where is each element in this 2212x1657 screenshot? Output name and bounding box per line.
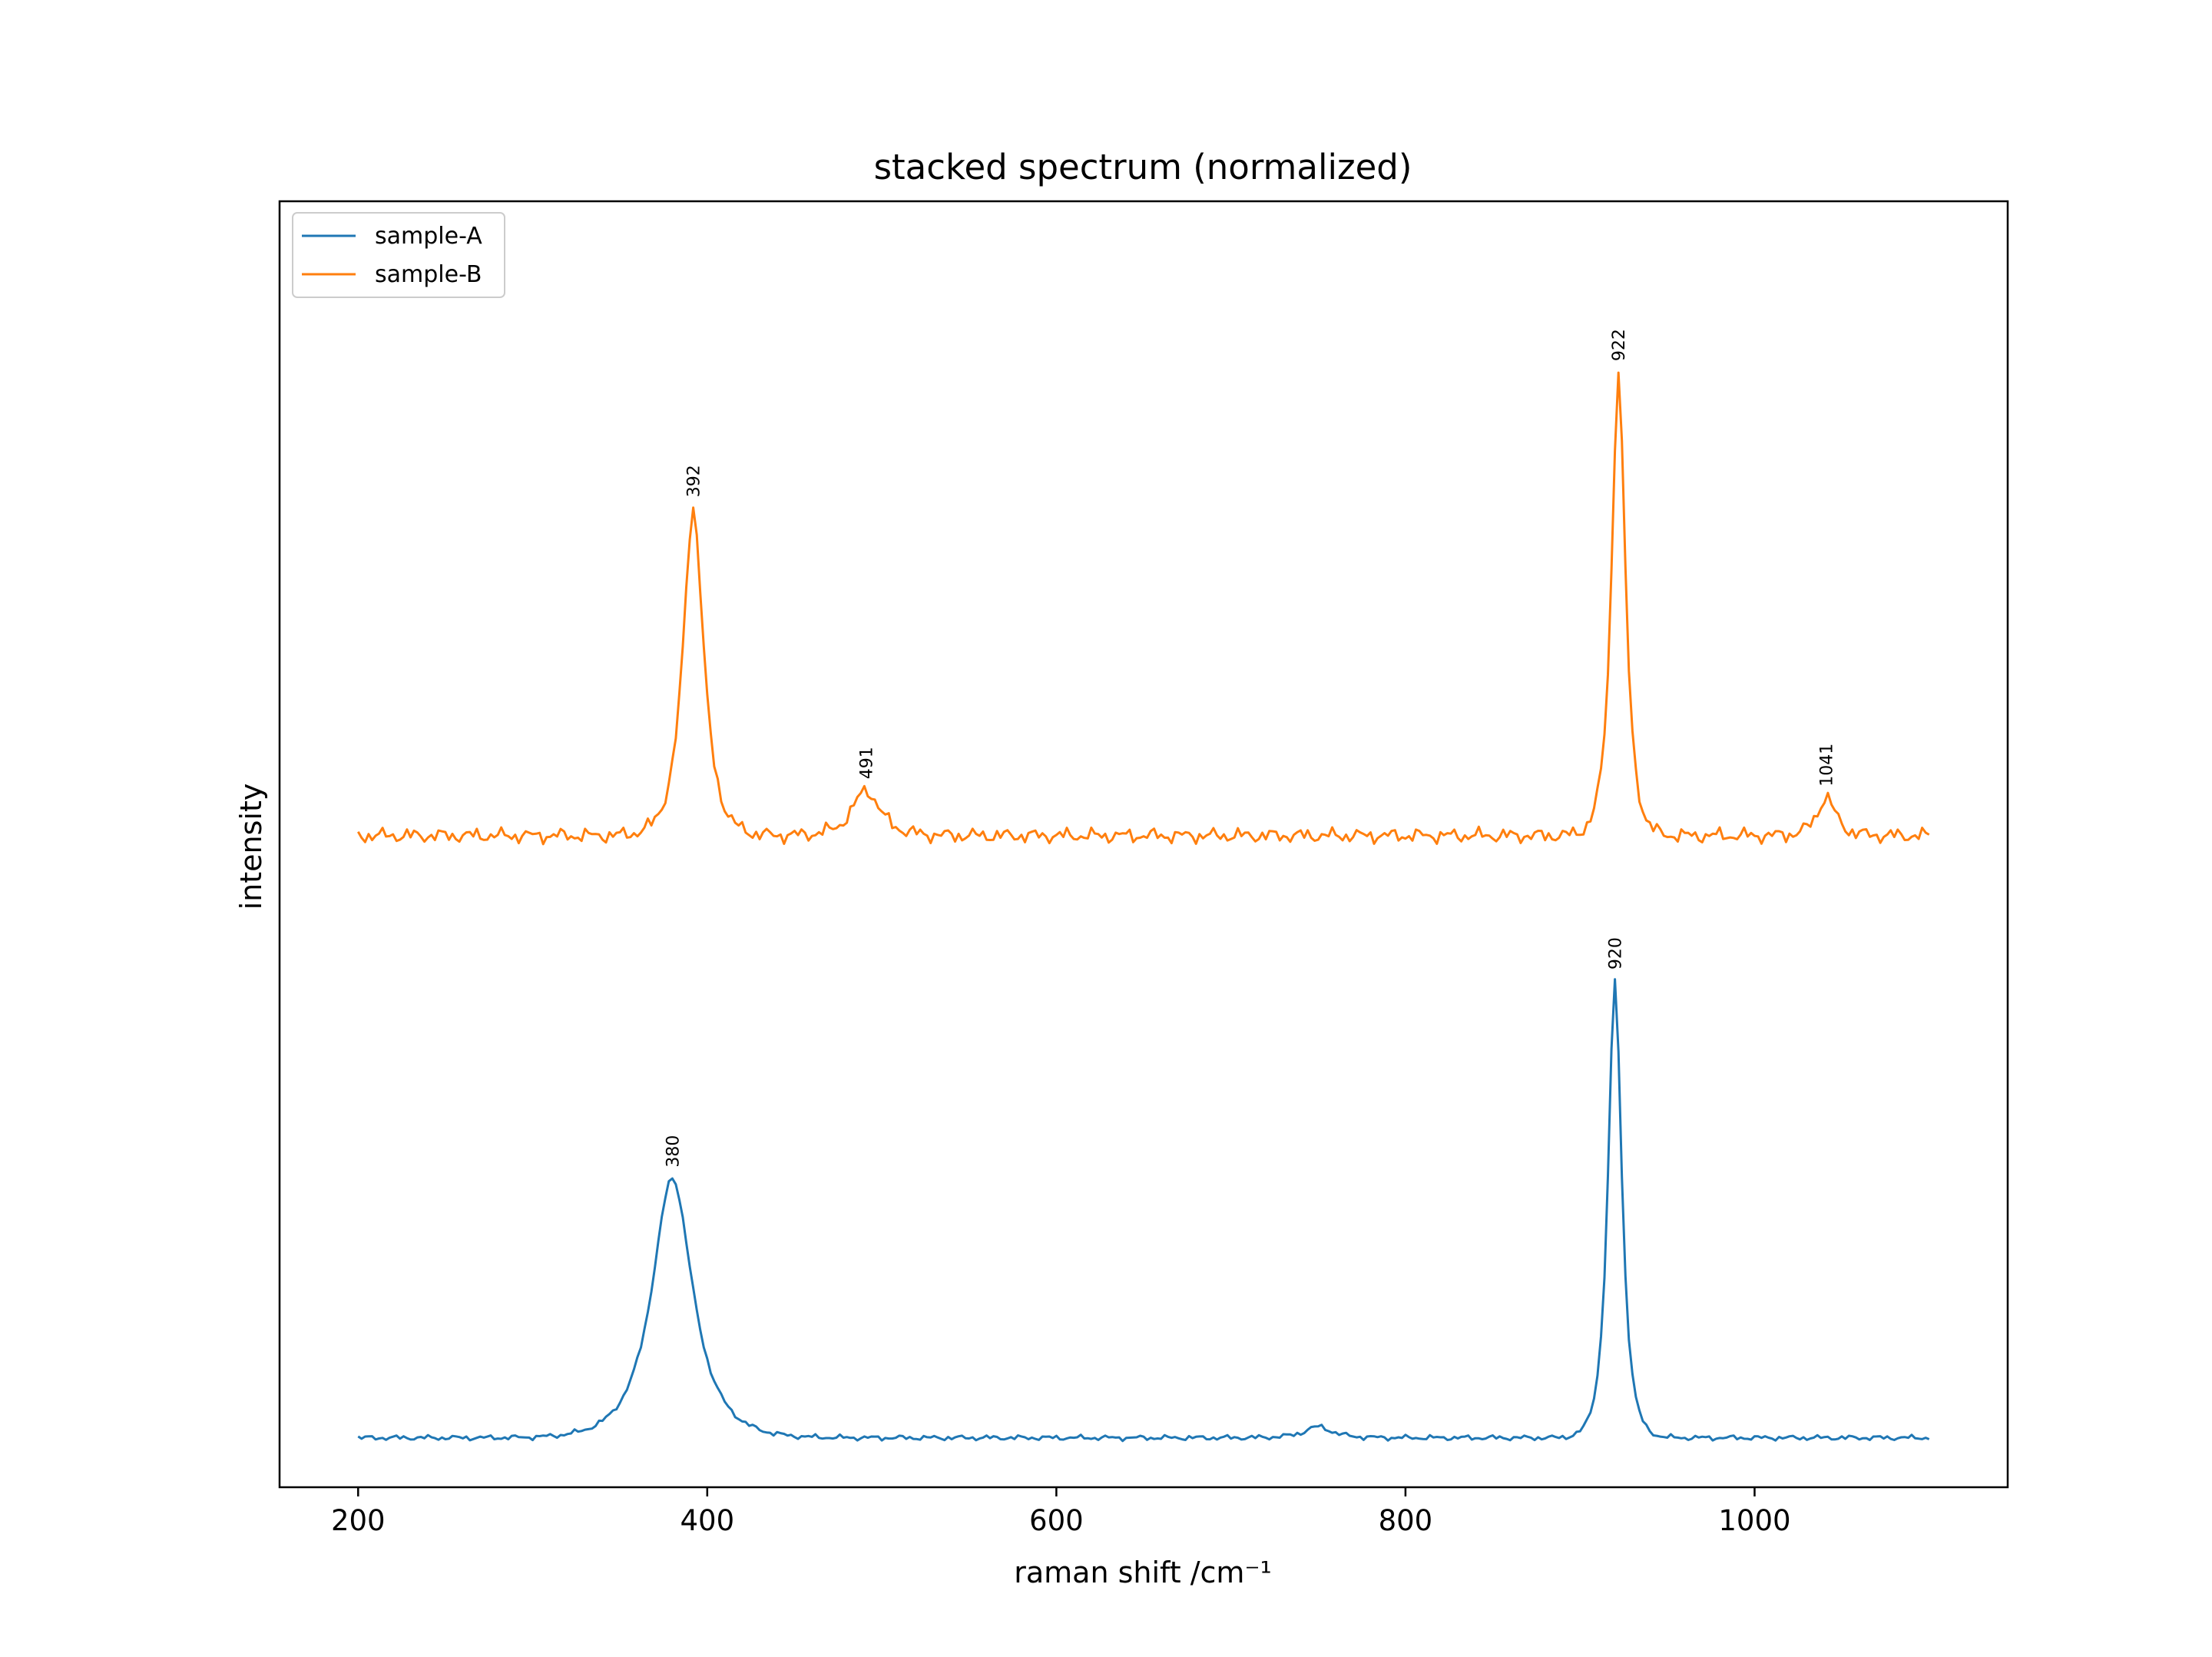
x-tick-label: 800	[1379, 1504, 1433, 1537]
x-tick-label: 200	[331, 1504, 386, 1537]
x-tick-label: 600	[1029, 1504, 1084, 1537]
x-axis-label: raman shift /cm⁻¹	[1014, 1556, 1272, 1589]
peak-label: 392	[685, 465, 704, 497]
plot-frame	[278, 200, 2009, 1489]
y-axis-label: intensity	[234, 784, 268, 910]
legend-label-sample-b: sample-B	[375, 261, 482, 288]
chart-title: stacked spectrum (normalized)	[874, 147, 1412, 187]
peak-label: 1041	[1818, 744, 1837, 787]
series-line-sample-a	[357, 978, 1930, 1443]
x-tick-label: 1000	[1718, 1504, 1790, 1537]
x-tick-label: 400	[680, 1504, 735, 1537]
plot-area: 380 920 392 491 922 1041	[278, 200, 2009, 1489]
legend: sample-A sample-B	[292, 212, 505, 298]
peak-label: 491	[858, 747, 877, 779]
peak-label: 380	[664, 1135, 683, 1168]
peak-label-layer: 380 920 392 491 922 1041	[664, 329, 1837, 1168]
peak-label: 920	[1607, 937, 1626, 969]
x-axis: 200 400 600 800 1000	[331, 1487, 1791, 1537]
series-layer	[356, 371, 1930, 1443]
legend-label-sample-a: sample-A	[375, 223, 482, 250]
series-line-sample-b	[356, 371, 1930, 846]
legend-frame	[292, 212, 505, 298]
peak-label: 922	[1610, 329, 1629, 361]
